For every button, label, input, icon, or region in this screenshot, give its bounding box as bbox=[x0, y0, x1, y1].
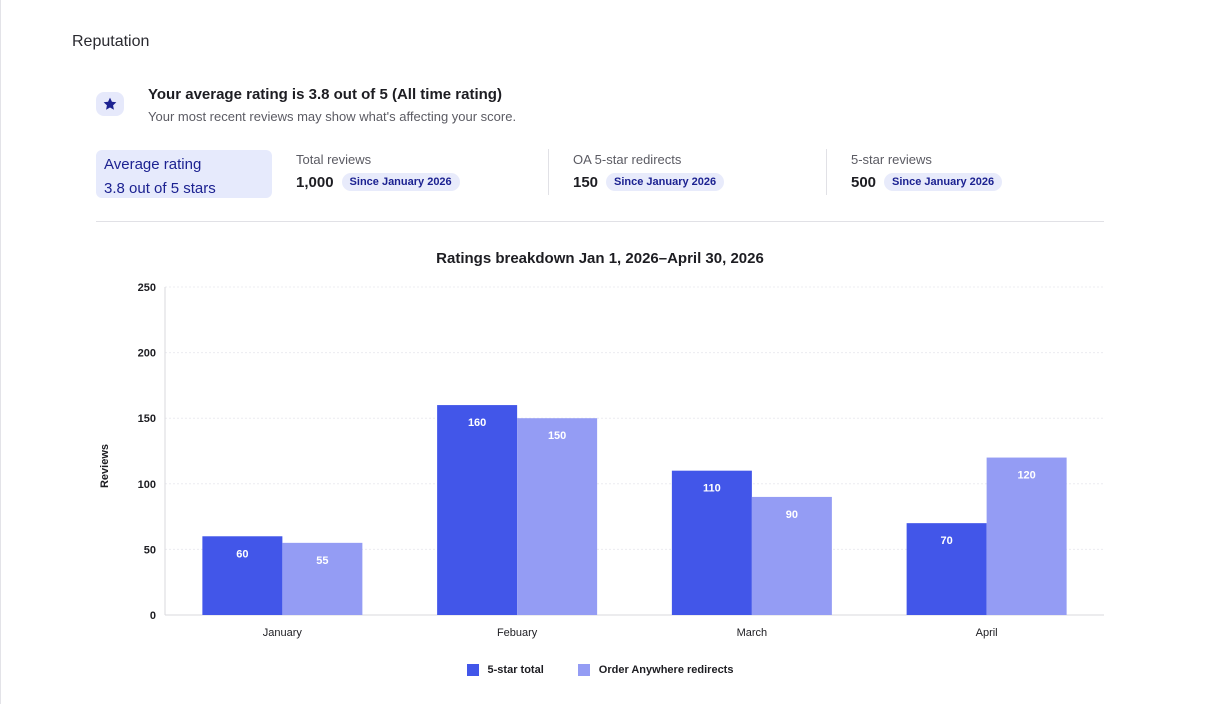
date-badge: Since January 2026 bbox=[884, 173, 1003, 191]
metric-label: Total reviews bbox=[296, 152, 372, 167]
bar-value-label: 55 bbox=[316, 555, 328, 567]
divider bbox=[548, 149, 549, 195]
y-tick-label: 250 bbox=[138, 282, 156, 294]
metric-value: 150 bbox=[573, 173, 599, 191]
bar-value-label: 60 bbox=[236, 548, 248, 560]
bar-value-label: 90 bbox=[786, 509, 798, 521]
x-tick-label: January bbox=[263, 627, 303, 639]
metric-five-star-reviews: 5-star reviews 500 Since January 2026 bbox=[851, 151, 1003, 191]
bar bbox=[282, 542, 363, 615]
bar-value-label: 70 bbox=[941, 535, 953, 547]
section-title: Reputation bbox=[72, 33, 150, 50]
metric-total-reviews: Total reviews 1,000 Since January 2026 bbox=[296, 151, 460, 191]
metric-label: OA 5-star redirects bbox=[573, 152, 682, 167]
x-tick-label: April bbox=[976, 627, 998, 639]
date-badge: Since January 2026 bbox=[341, 173, 460, 191]
average-rating-card[interactable]: Average rating 3.8 out of 5 stars bbox=[96, 150, 272, 198]
average-rating-value: 3.8 out of 5 stars bbox=[104, 180, 216, 197]
average-rating-label: Average rating bbox=[104, 156, 202, 173]
divider bbox=[826, 149, 827, 195]
bar bbox=[517, 418, 598, 615]
legend-swatch bbox=[577, 664, 590, 676]
chart-title: Ratings breakdown Jan 1, 2026–April 30, … bbox=[436, 250, 764, 267]
bar bbox=[202, 536, 283, 615]
metric-value: 1,000 bbox=[296, 173, 334, 191]
legend-item-five-star-total[interactable]: 5-star total bbox=[466, 664, 544, 676]
bar-value-label: 160 bbox=[468, 417, 486, 429]
left-border bbox=[0, 0, 1, 704]
y-tick-label: 100 bbox=[138, 479, 156, 491]
bar-value-label: 110 bbox=[703, 483, 721, 495]
x-tick-label: Febuary bbox=[497, 627, 538, 639]
rating-summary-subtext: Your most recent reviews may show what's… bbox=[148, 109, 517, 124]
legend-label: 5-star total bbox=[487, 664, 544, 676]
metric-value: 500 bbox=[851, 173, 877, 191]
chart-legend: 5-star total Order Anywhere redirects bbox=[0, 664, 1200, 676]
y-tick-label: 200 bbox=[138, 348, 156, 360]
bar-value-label: 120 bbox=[1017, 470, 1035, 482]
x-tick-label: March bbox=[737, 627, 768, 639]
bar-value-label: 150 bbox=[548, 430, 566, 442]
legend-label: Order Anywhere redirects bbox=[598, 664, 734, 676]
bar bbox=[751, 496, 832, 615]
section-divider bbox=[96, 221, 1104, 222]
metric-oa-redirects: OA 5-star redirects 150 Since January 20… bbox=[573, 151, 725, 191]
legend-swatch bbox=[466, 664, 479, 676]
y-tick-label: 50 bbox=[144, 544, 156, 556]
metric-label: 5-star reviews bbox=[851, 152, 932, 167]
star-icon bbox=[96, 92, 124, 116]
date-badge: Since January 2026 bbox=[606, 173, 725, 191]
y-tick-label: 0 bbox=[150, 610, 156, 622]
ratings-bar-chart: 0 50 100 150 200 250 Reviews 60 55 January 160 150 F… bbox=[99, 282, 1104, 639]
bar bbox=[437, 405, 518, 615]
bar bbox=[906, 523, 987, 615]
y-axis-label: Reviews bbox=[99, 444, 111, 488]
bar bbox=[671, 470, 752, 615]
bar bbox=[986, 457, 1067, 615]
legend-item-oa-redirects[interactable]: Order Anywhere redirects bbox=[577, 664, 734, 676]
rating-summary-heading: Your average rating is 3.8 out of 5 (All… bbox=[148, 86, 502, 103]
y-tick-label: 150 bbox=[138, 413, 156, 425]
